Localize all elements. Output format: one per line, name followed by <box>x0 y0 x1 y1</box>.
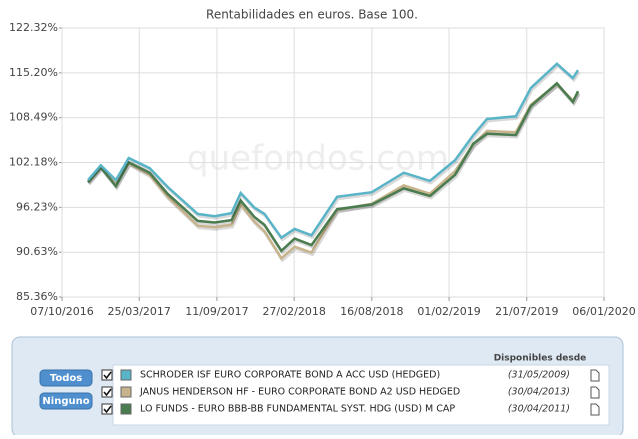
y-tick-label: 108.49% <box>9 111 58 124</box>
legend-label: LO FUNDS - EURO BBB-BB FUNDAMENTAL SYST.… <box>140 404 455 415</box>
checkbox[interactable] <box>101 369 113 381</box>
button[interactable]: Ninguno <box>39 392 93 410</box>
x-tick-label: 01/02/2019 <box>417 305 480 318</box>
document-icon[interactable] <box>590 369 600 382</box>
x-tick-label: 27/02/2018 <box>262 305 325 318</box>
document-icon[interactable] <box>590 386 600 399</box>
chart-title: Rentabilidades en euros. Base 100. <box>206 8 418 22</box>
checkbox[interactable] <box>101 386 113 398</box>
y-tick-label: 102.18% <box>9 156 58 169</box>
x-tick-label: 25/03/2017 <box>108 305 171 318</box>
x-tick-label: 16/08/2018 <box>340 305 403 318</box>
button[interactable]: Todos <box>39 369 93 387</box>
y-tick-label: 85.36% <box>16 290 58 303</box>
legend-swatch <box>120 386 132 398</box>
button-bg[interactable] <box>39 392 93 410</box>
x-tick-label: 11/09/2017 <box>185 305 248 318</box>
legend-list <box>112 364 610 426</box>
y-tick-label: 122.32% <box>9 21 58 34</box>
legend-date: (31/05/2009) <box>508 370 570 381</box>
watermark: quefondos.com <box>187 139 449 179</box>
legend-swatch <box>120 369 132 381</box>
x-tick-label: 07/10/2016 <box>30 305 93 318</box>
x-tick-label: 21/07/2019 <box>495 305 558 318</box>
legend-entry: LO FUNDS - EURO BBB-BB FUNDAMENTAL SYST.… <box>101 403 600 416</box>
legend-label: SCHRODER ISF EURO CORPORATE BOND A ACC U… <box>140 370 440 381</box>
series-line <box>87 82 580 261</box>
series-line <box>87 81 580 253</box>
y-tick-label: 96.23% <box>16 200 58 213</box>
x-tick-label: 06/01/2020 <box>572 305 635 318</box>
button-label[interactable]: Todos <box>50 373 82 384</box>
document-icon[interactable] <box>590 403 600 416</box>
y-tick-label: 90.63% <box>16 245 58 258</box>
legend-date: (30/04/2011) <box>508 404 570 415</box>
button-label[interactable]: Ninguno <box>42 396 89 407</box>
legend-header: Disponibles desde <box>494 354 587 364</box>
check-mark <box>103 405 112 414</box>
y-tick-label: 115.20% <box>9 66 58 79</box>
checkbox[interactable] <box>101 403 113 415</box>
check-mark <box>103 388 112 397</box>
button-bg[interactable] <box>39 369 93 387</box>
check-mark <box>103 371 112 380</box>
legend-entry: SCHRODER ISF EURO CORPORATE BOND A ACC U… <box>101 369 600 382</box>
series-line <box>87 62 580 240</box>
legend-label: JANUS HENDERSON HF - EURO CORPORATE BOND… <box>139 387 460 398</box>
legend-date: (30/04/2013) <box>508 387 570 398</box>
legend-swatch <box>120 403 132 415</box>
legend-entry: JANUS HENDERSON HF - EURO CORPORATE BOND… <box>101 386 600 399</box>
